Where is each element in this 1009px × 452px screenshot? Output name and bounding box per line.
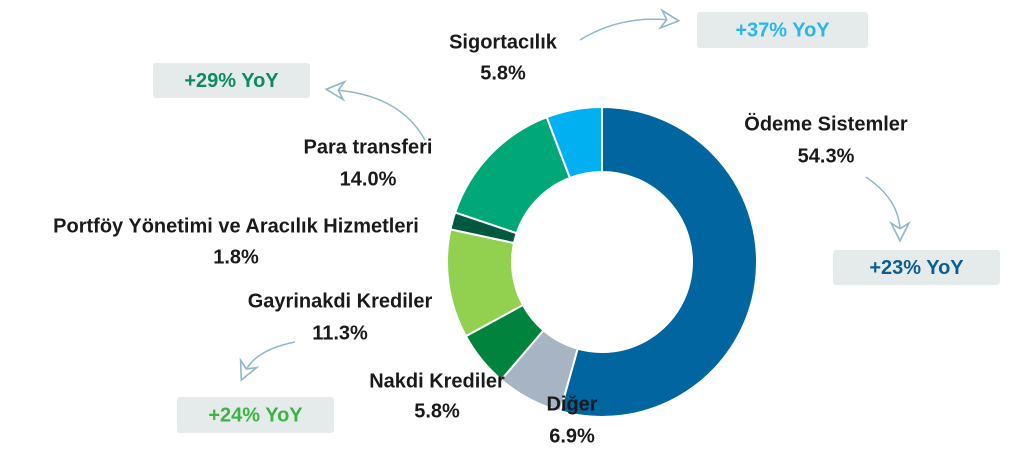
annotation: +29% YoY — [184, 70, 279, 92]
category-label: Gayrinakdi Krediler — [248, 290, 433, 312]
donut-segment — [558, 105, 758, 418]
value-label: 1.8% — [213, 246, 259, 268]
annotation-box — [697, 12, 868, 48]
value-label: 11.3% — [312, 322, 368, 344]
annotation: +37% YoY — [735, 19, 830, 41]
category-label: Portföy Yönetimi ve Aracılık Hizmetleri — [53, 215, 419, 237]
value-label: 5.8% — [414, 400, 460, 422]
arrow — [335, 90, 426, 141]
annotation-box — [833, 250, 1000, 285]
value-label: 6.9% — [549, 425, 595, 447]
value-label: 5.8% — [480, 62, 526, 84]
arrow — [579, 19, 670, 41]
arrow — [245, 341, 296, 372]
annotation: +23% YoY — [869, 257, 964, 279]
donut-segment — [545, 105, 603, 180]
category-label: Nakdi Krediler — [369, 370, 505, 392]
annotation-box — [153, 63, 310, 98]
arrow — [865, 176, 900, 232]
category-label: Diğer — [546, 393, 597, 415]
value-label: 54.3% — [798, 145, 855, 167]
category-label: Sigortacılık — [449, 31, 558, 53]
annotation-box — [177, 397, 334, 433]
category-label: Para transferi — [304, 136, 433, 158]
value-label: 14.0% — [340, 168, 397, 190]
annotation: +24% YoY — [208, 404, 303, 426]
category-label: Ödeme Sistemler — [744, 112, 908, 135]
